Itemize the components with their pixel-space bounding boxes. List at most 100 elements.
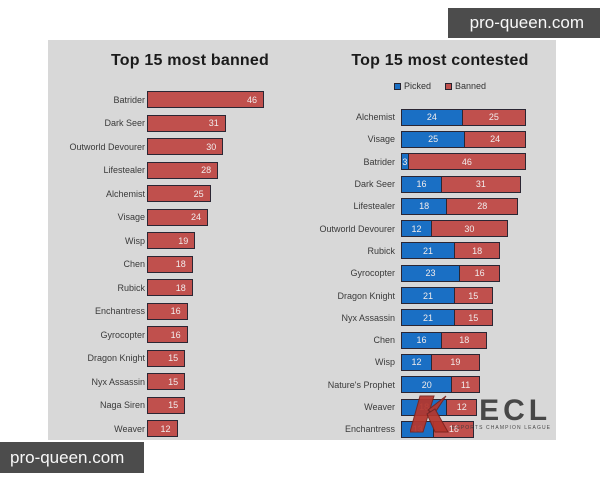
- segment-banned: 12: [446, 398, 478, 416]
- bar-row: Outworld Devourer 30: [48, 135, 348, 159]
- stacked-bar-row: Nyx Assassin 21 15: [48, 307, 556, 329]
- legend-label-picked: Picked: [403, 81, 431, 91]
- bar-value-label: 13: [412, 424, 423, 435]
- legend-label-banned: Banned: [454, 81, 487, 91]
- category-label: Visage: [367, 134, 395, 145]
- banned-bar: 15: [147, 373, 186, 391]
- segment-banned: 16: [433, 420, 475, 438]
- segment-picked: 21: [401, 242, 455, 260]
- stacked-bar-row: Enchantress 13 16: [48, 418, 556, 440]
- segment-picked: 20: [401, 376, 453, 394]
- bar-row: Naga Siren 15: [48, 394, 348, 418]
- category-label: Naga Siren: [99, 400, 145, 411]
- segment-banned: 25: [461, 108, 526, 126]
- legend-swatch-banned-icon: [444, 82, 452, 90]
- segment-banned: 19: [430, 353, 480, 371]
- bar-row: Lifestealer 28: [48, 159, 348, 183]
- banned-chart-rows: Batrider 46 Dark Seer 31 Outworld Devourer 30…: [48, 88, 348, 441]
- chart-panel: Top 15 most banned Top 15 most contested…: [48, 40, 556, 440]
- stacked-bar-row: Dragon Knight 21 15: [48, 284, 556, 306]
- legend-item-banned: Banned: [444, 81, 487, 91]
- banned-chart-title: Top 15 most banned: [111, 52, 269, 69]
- segment-banned: 46: [407, 153, 526, 171]
- category-label: Wisp: [375, 357, 395, 368]
- bar-value-label: 24: [490, 134, 501, 145]
- segment-picked: 16: [401, 175, 443, 193]
- banned-bar: 24: [147, 208, 208, 226]
- bar-value-label: 24: [426, 112, 437, 123]
- bar-value-label: 25: [488, 112, 499, 123]
- stacked-bar-row: Weaver 18 12: [48, 396, 556, 418]
- segment-banned: 16: [459, 264, 501, 282]
- stacked-bar-row: Gyrocopter 23 16: [48, 262, 556, 284]
- bar-row: Wisp 19: [48, 229, 348, 253]
- bar-value-label: 21: [422, 245, 433, 256]
- category-label: Visage: [117, 212, 145, 223]
- bar-row: Nyx Assassin 15: [48, 370, 348, 394]
- category-label: Dragon Knight: [87, 353, 145, 364]
- bar-value-label: 46: [461, 156, 472, 167]
- bar-value-label: 15: [168, 400, 179, 411]
- bar-value-label: 16: [448, 424, 459, 435]
- bar-row: Weaver 12: [48, 417, 348, 441]
- bar-value-label: 16: [170, 329, 181, 340]
- segment-picked: 23: [401, 264, 461, 282]
- bar-value-label: 15: [468, 290, 479, 301]
- bar-value-label: 28: [201, 165, 212, 176]
- bar-value-label: 15: [168, 353, 179, 364]
- bar-value-label: 19: [450, 357, 461, 368]
- banned-bar: 25: [147, 185, 211, 203]
- bar-value-label: 46: [246, 94, 257, 105]
- bar-value-label: 30: [206, 141, 217, 152]
- contested-chart-rows: Alchemist 24 25 Visage 25 24 Batrider 3 46 Dark S…: [48, 106, 556, 440]
- category-label: Chen: [373, 335, 395, 346]
- category-label: Wisp: [125, 235, 145, 246]
- bar-value-label: 12: [411, 357, 422, 368]
- segment-picked: 21: [401, 309, 455, 327]
- category-label: Enchantress: [94, 306, 145, 317]
- segment-picked: 21: [401, 287, 455, 305]
- bar-value-label: 28: [477, 201, 488, 212]
- segment-picked: 18: [401, 398, 448, 416]
- segment-banned: 31: [441, 175, 521, 193]
- segment-banned: 15: [454, 287, 493, 305]
- bar-value-label: 31: [208, 118, 219, 129]
- bar-value-label: 15: [168, 376, 179, 387]
- bar-value-label: 30: [464, 223, 475, 234]
- banned-bar: 15: [147, 396, 186, 414]
- category-label: Lifestealer: [353, 201, 395, 212]
- bar-value-label: 31: [475, 179, 486, 190]
- bar-value-label: 18: [419, 402, 430, 412]
- bar-row: Dragon Knight 15: [48, 347, 348, 371]
- banned-bar: 15: [147, 349, 186, 367]
- bar-value-label: 16: [170, 306, 181, 317]
- watermark-top-right: pro-queen.com: [447, 8, 600, 38]
- segment-banned: 15: [454, 309, 493, 327]
- category-label: Gyrocopter: [350, 268, 395, 279]
- bar-value-label: 25: [428, 134, 439, 145]
- bar-value-label: 12: [456, 402, 467, 412]
- bar-row: Dark Seer 31: [48, 112, 348, 136]
- bar-value-label: 19: [178, 235, 189, 246]
- banned-bar: 16: [147, 302, 188, 320]
- category-label: Rubick: [117, 282, 145, 293]
- category-label: Alchemist: [355, 112, 395, 123]
- bar-row: Batrider 46: [48, 88, 348, 112]
- banned-bar: 18: [147, 279, 193, 297]
- bar-row: Enchantress 16: [48, 300, 348, 324]
- segment-picked: 25: [401, 130, 466, 148]
- stacked-bar-row: Chen 16 18: [48, 329, 556, 351]
- banned-bar: 19: [147, 232, 196, 250]
- bar-value-label: 15: [468, 312, 479, 323]
- contested-chart-legend: Picked Banned: [300, 81, 580, 91]
- stacked-bar-row: Outworld Devourer 12 30: [48, 217, 556, 239]
- segment-banned: 11: [451, 376, 480, 394]
- bar-value-label: 16: [416, 335, 427, 346]
- banned-bar: 12: [147, 420, 178, 438]
- segment-banned: 24: [464, 130, 526, 148]
- category-label: Enchantress: [344, 424, 395, 435]
- category-label: Nature's Prophet: [327, 379, 395, 390]
- contested-chart-title: Top 15 most contested: [351, 52, 529, 69]
- banned-bar: 46: [147, 91, 264, 109]
